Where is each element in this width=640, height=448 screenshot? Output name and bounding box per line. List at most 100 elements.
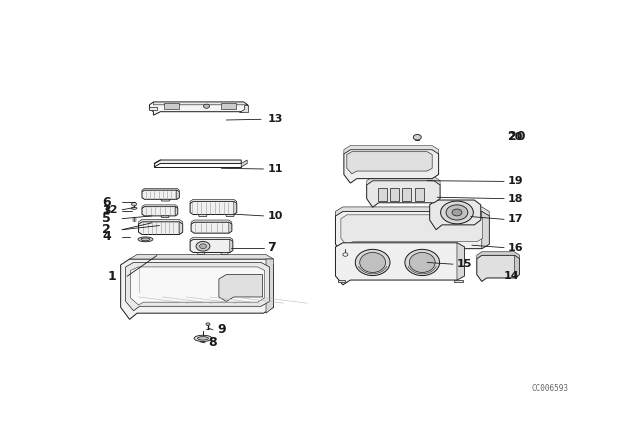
- Polygon shape: [335, 243, 465, 285]
- Polygon shape: [154, 160, 241, 167]
- Polygon shape: [191, 222, 232, 233]
- Polygon shape: [477, 252, 520, 258]
- Polygon shape: [403, 188, 412, 202]
- Polygon shape: [219, 275, 262, 302]
- Polygon shape: [191, 220, 232, 224]
- Polygon shape: [378, 188, 387, 202]
- Text: 10: 10: [268, 211, 283, 221]
- Polygon shape: [150, 102, 248, 115]
- Polygon shape: [234, 202, 237, 215]
- Polygon shape: [138, 220, 182, 224]
- Circle shape: [446, 205, 468, 220]
- Polygon shape: [142, 190, 179, 199]
- Polygon shape: [335, 211, 489, 254]
- Polygon shape: [221, 253, 228, 254]
- Circle shape: [413, 134, 421, 140]
- Polygon shape: [142, 188, 179, 192]
- Polygon shape: [175, 207, 178, 216]
- Ellipse shape: [138, 237, 153, 242]
- Polygon shape: [337, 249, 344, 254]
- Polygon shape: [230, 239, 233, 253]
- Text: 7: 7: [268, 241, 276, 254]
- Text: 12: 12: [102, 205, 118, 215]
- Circle shape: [452, 209, 462, 216]
- Polygon shape: [344, 150, 438, 183]
- Polygon shape: [190, 202, 237, 215]
- Circle shape: [206, 323, 210, 326]
- Polygon shape: [190, 237, 233, 241]
- Polygon shape: [150, 107, 157, 110]
- Polygon shape: [338, 280, 346, 282]
- Ellipse shape: [194, 335, 212, 341]
- Text: 13: 13: [268, 114, 283, 124]
- Polygon shape: [161, 199, 170, 201]
- Ellipse shape: [198, 336, 209, 340]
- Ellipse shape: [131, 207, 137, 209]
- Text: 19: 19: [508, 177, 523, 186]
- Text: 1: 1: [108, 270, 116, 283]
- Polygon shape: [347, 152, 432, 174]
- Text: 14: 14: [504, 271, 520, 281]
- Polygon shape: [177, 190, 179, 199]
- Polygon shape: [125, 263, 269, 311]
- Circle shape: [132, 202, 136, 206]
- Text: 9: 9: [217, 323, 225, 336]
- Text: CC006593: CC006593: [532, 383, 568, 392]
- Polygon shape: [335, 207, 489, 216]
- Polygon shape: [142, 205, 178, 208]
- Polygon shape: [164, 103, 179, 109]
- Circle shape: [440, 201, 474, 224]
- Circle shape: [343, 253, 348, 256]
- Polygon shape: [129, 254, 273, 259]
- Polygon shape: [229, 222, 232, 233]
- Polygon shape: [239, 105, 248, 112]
- Text: 18: 18: [508, 194, 523, 204]
- Text: 15: 15: [457, 259, 472, 269]
- Text: 6: 6: [102, 196, 111, 209]
- Polygon shape: [266, 259, 273, 313]
- Polygon shape: [477, 255, 520, 281]
- Polygon shape: [454, 280, 463, 282]
- Circle shape: [200, 244, 207, 249]
- Ellipse shape: [405, 250, 440, 276]
- Polygon shape: [367, 181, 440, 207]
- Circle shape: [204, 104, 209, 108]
- Polygon shape: [429, 200, 481, 230]
- Polygon shape: [142, 207, 178, 216]
- Polygon shape: [241, 160, 247, 167]
- Ellipse shape: [360, 253, 385, 272]
- Polygon shape: [190, 239, 233, 253]
- Ellipse shape: [355, 250, 390, 276]
- Polygon shape: [390, 188, 399, 202]
- Text: 8: 8: [208, 336, 216, 349]
- Polygon shape: [121, 259, 273, 319]
- Polygon shape: [154, 102, 248, 105]
- Polygon shape: [190, 199, 237, 203]
- Polygon shape: [179, 222, 182, 234]
- Circle shape: [196, 241, 210, 251]
- Polygon shape: [367, 177, 440, 185]
- Text: 20: 20: [508, 130, 525, 143]
- Polygon shape: [515, 255, 520, 278]
- Polygon shape: [344, 146, 438, 154]
- Polygon shape: [415, 188, 424, 202]
- Text: 4: 4: [102, 230, 111, 243]
- Text: 17: 17: [508, 214, 523, 224]
- Polygon shape: [482, 211, 489, 249]
- Polygon shape: [341, 215, 483, 246]
- Ellipse shape: [410, 253, 435, 272]
- Polygon shape: [198, 253, 205, 254]
- Polygon shape: [138, 222, 182, 234]
- Text: 3: 3: [102, 204, 111, 217]
- Polygon shape: [198, 215, 207, 216]
- Polygon shape: [226, 215, 234, 216]
- Ellipse shape: [141, 238, 150, 241]
- Text: 11: 11: [268, 164, 283, 174]
- Polygon shape: [221, 103, 236, 109]
- Text: 20: 20: [508, 132, 523, 142]
- Polygon shape: [161, 216, 169, 218]
- Text: 2: 2: [102, 223, 111, 236]
- Text: 16: 16: [508, 243, 523, 253]
- Polygon shape: [131, 267, 264, 305]
- Polygon shape: [457, 243, 465, 280]
